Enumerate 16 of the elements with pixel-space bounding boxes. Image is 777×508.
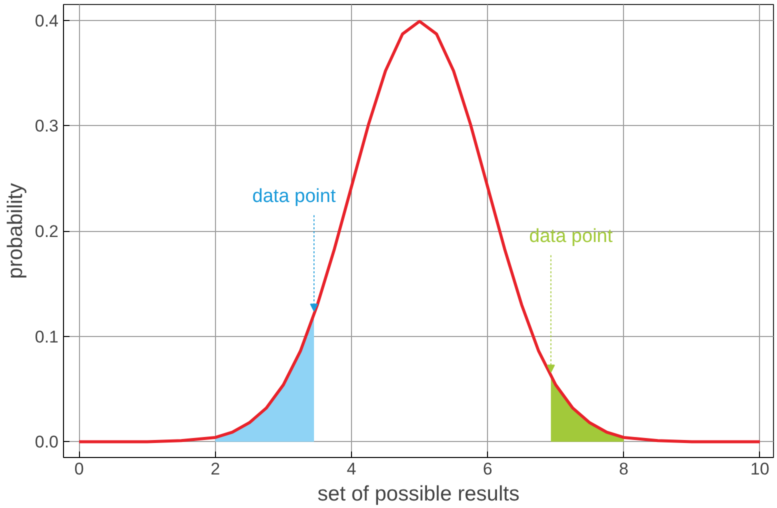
y-tick-label: 0.4 (34, 11, 59, 30)
x-tick-label: 2 (210, 460, 220, 478)
x-tick-label: 8 (619, 460, 628, 478)
y-axis-title: probability (4, 182, 27, 279)
x-tick-label: 4 (346, 460, 356, 478)
x-tick-label: 10 (750, 460, 770, 478)
x-axis-title: set of possible results (318, 482, 520, 506)
annotation: data point (529, 226, 614, 247)
line-series (78, 20, 762, 444)
y-tick-label: 0.3 (34, 116, 59, 136)
annotation: data point (252, 186, 336, 207)
x-tick-label: 0 (74, 460, 84, 478)
x-tick-label: 6 (482, 460, 492, 478)
y-tick-label: 0.0 (34, 432, 59, 452)
y-tick-label: 0.1 (34, 327, 59, 346)
y-tick-label: 0.2 (34, 222, 59, 241)
